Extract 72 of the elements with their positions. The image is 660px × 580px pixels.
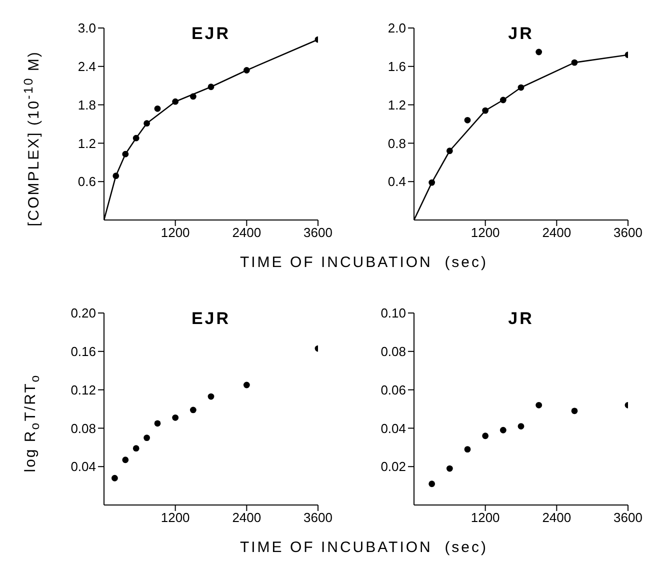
point	[132, 134, 140, 142]
point	[172, 98, 179, 105]
point	[190, 406, 196, 414]
chart-title: EJR	[190, 309, 232, 329]
y-tick-label: 1.2	[78, 136, 96, 151]
x-tick-label: 3600	[304, 510, 332, 526]
point	[428, 480, 436, 488]
point	[536, 48, 542, 56]
point	[112, 172, 120, 180]
chart-title: EJR	[190, 24, 232, 44]
point	[482, 107, 489, 114]
x-axis-title: TIME OF INCUBATION (sec)	[238, 539, 490, 556]
point	[172, 414, 179, 421]
point	[571, 408, 578, 414]
point	[428, 179, 436, 186]
y-tick-label: 0.6	[78, 174, 96, 190]
point	[208, 84, 214, 90]
point	[112, 474, 118, 482]
x-tick-label: 3600	[614, 510, 642, 526]
x-tick-label: 1200	[470, 510, 500, 526]
x-tick-label: 3600	[614, 225, 642, 240]
y-tick-label: 1.6	[388, 59, 406, 74]
x-axis-title: TIME OF INCUBATION (sec)	[238, 254, 490, 271]
y-tick-label: 2.0	[388, 20, 406, 36]
y-tick-label: 0.06	[380, 382, 406, 398]
point	[122, 456, 129, 464]
point	[144, 434, 150, 441]
y-tick-label: 0.20	[70, 306, 96, 321]
x-tick-label: 2400	[232, 510, 262, 526]
point	[208, 393, 214, 400]
y-tick-label: 0.8	[388, 136, 406, 151]
y-tick-label: 2.4	[78, 59, 96, 74]
point	[446, 465, 453, 472]
y-tick-label: 0.10	[380, 306, 406, 321]
y-tick-label: 1.8	[78, 97, 96, 112]
point	[464, 446, 471, 453]
point	[243, 67, 250, 74]
y-tick-label: 0.16	[70, 344, 96, 360]
y-tick-label: 0.02	[380, 459, 406, 474]
y-tick-label: 0.04	[70, 459, 96, 474]
y-tick-label: 0.04	[380, 420, 406, 436]
point	[464, 116, 471, 124]
point	[446, 148, 453, 154]
x-tick-label: 1200	[160, 225, 190, 240]
point	[132, 445, 140, 452]
point	[122, 150, 129, 158]
point	[571, 59, 578, 66]
y-tick-label: 0.08	[380, 344, 406, 360]
y-tick-label: 0.12	[70, 382, 96, 398]
y-tick-label: 1.2	[388, 97, 406, 112]
point	[243, 382, 250, 388]
point	[518, 84, 524, 91]
point	[500, 426, 506, 434]
point	[500, 96, 506, 104]
x-tick-label: 2400	[232, 225, 262, 240]
point	[482, 432, 489, 440]
x-tick-label: 1200	[160, 510, 190, 526]
point	[144, 120, 150, 127]
x-tick-label: 2400	[542, 225, 572, 240]
point	[154, 420, 161, 427]
chart-title: JR	[507, 309, 535, 329]
point	[154, 105, 161, 112]
point	[536, 402, 542, 408]
point	[518, 423, 524, 430]
y-tick-label: 3.0	[78, 20, 96, 36]
chart-title: JR	[507, 24, 535, 44]
x-tick-label: 1200	[470, 225, 500, 240]
y-tick-label: 0.08	[70, 420, 96, 436]
x-tick-label: 2400	[542, 510, 572, 526]
x-tick-label: 3600	[304, 225, 332, 240]
point	[190, 93, 196, 100]
y-tick-label: 0.4	[388, 174, 406, 190]
